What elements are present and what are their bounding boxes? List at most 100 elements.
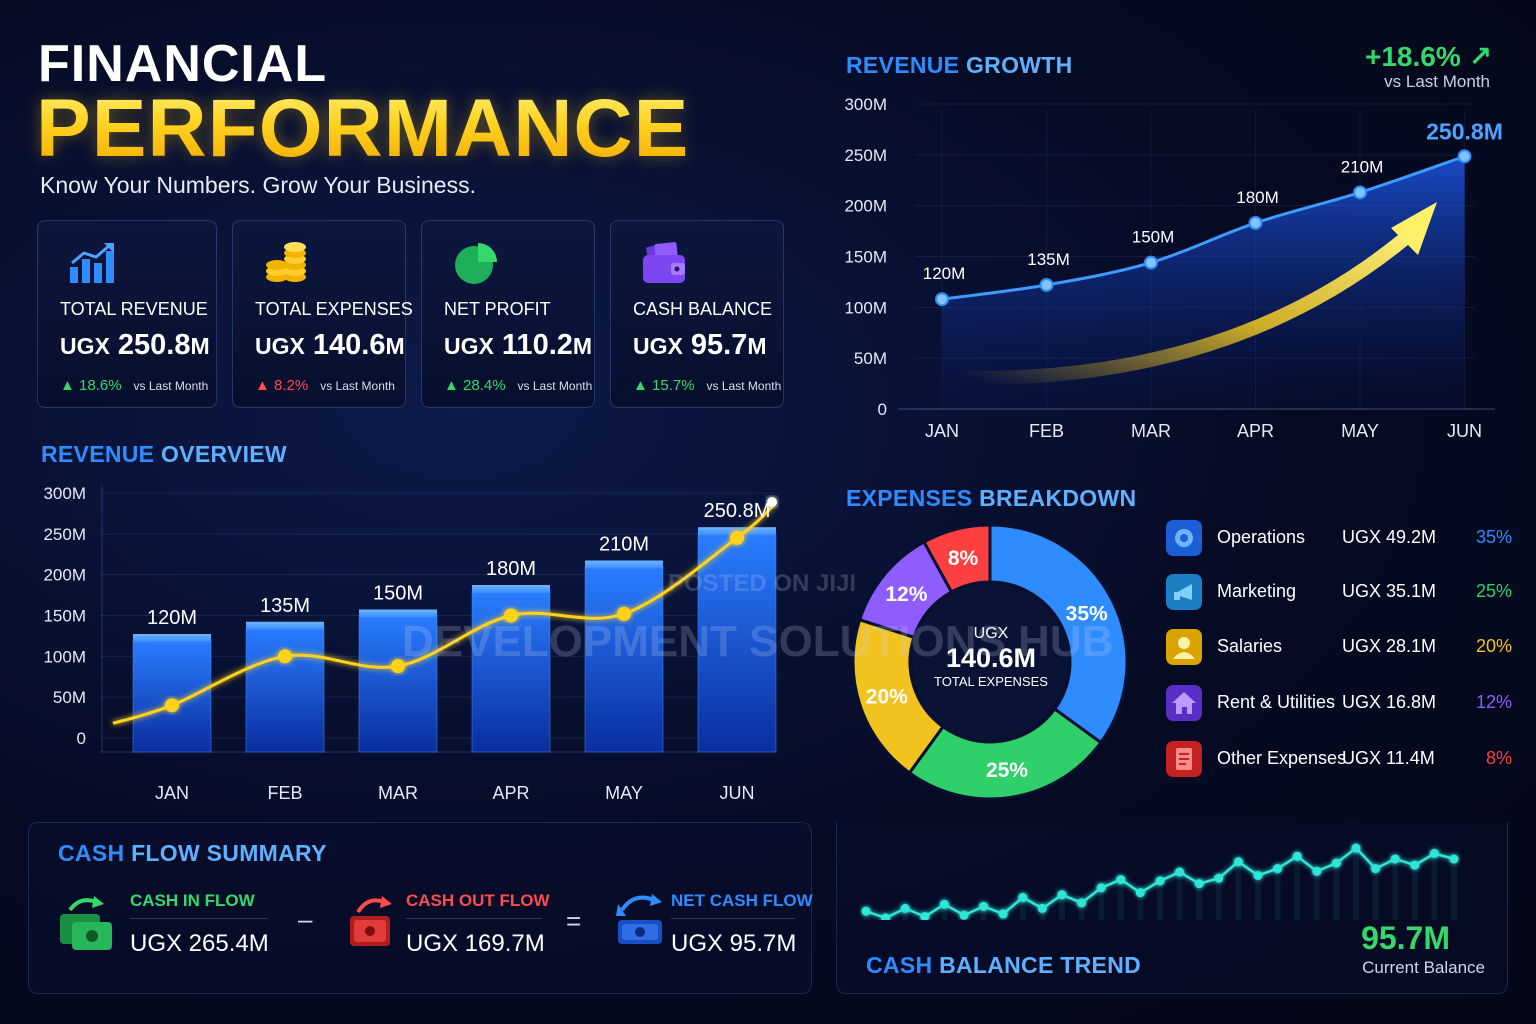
trend-point	[1155, 876, 1165, 886]
trend-point	[1135, 888, 1145, 898]
trend-point	[959, 910, 969, 920]
bar-top	[585, 560, 663, 569]
kpi-card-total-expenses: TOTAL EXPENSES UGX 140.6M ▲ 8.2% vs Last …	[232, 220, 413, 408]
donut-slice	[921, 523, 992, 594]
trend-point	[1175, 867, 1185, 877]
y-tick-label: 150M	[43, 607, 86, 626]
cash-out-divider	[406, 918, 542, 919]
growth-arrow-shaft	[963, 223, 1422, 386]
donut-pct-label: 12%	[885, 583, 927, 606]
growth-value-label: 180M	[1236, 188, 1279, 207]
kpi-change: ▲ 15.7% vs Last Month	[633, 377, 782, 394]
kpi-card-cash-balance: CASH BALANCE UGX 95.7M ▲ 15.7% vs Last Mo…	[610, 220, 784, 408]
growth-point	[1248, 215, 1263, 230]
current-balance-label: Current Balance	[1362, 958, 1485, 977]
expense-amount: UGX 16.8M	[1342, 692, 1437, 712]
growth-point	[1144, 255, 1158, 270]
x-tick-label: APR	[1237, 421, 1274, 441]
pie-icon	[455, 243, 497, 284]
bar-value-label: 250.8M	[704, 500, 771, 522]
trend-point	[861, 906, 871, 916]
trend-point	[1233, 857, 1243, 867]
trend-point	[1273, 864, 1283, 874]
y-tick-label: 100M	[844, 298, 887, 317]
megaphone-icon	[1166, 574, 1202, 610]
expense-item-marketing: Marketing UGX 35.1M 25%	[1166, 572, 1512, 612]
trend-point	[1371, 864, 1381, 874]
growth-value-label: 120M	[923, 264, 966, 283]
kpi-change: ▲ 28.4% vs Last Month	[444, 377, 593, 394]
expense-name: Rent & Utilities	[1217, 692, 1336, 712]
expense-pct: 12%	[1475, 692, 1512, 712]
bar-top	[246, 621, 324, 630]
trend-point	[617, 606, 631, 621]
y-tick-label: 50M	[53, 688, 86, 707]
trend-point	[900, 903, 910, 913]
trend-point	[881, 913, 891, 920]
trend-point	[939, 899, 949, 909]
expense-amount: UGX 11.4M	[1342, 748, 1435, 768]
donut-center-value: 140.6M	[945, 643, 1037, 673]
trend-point	[1096, 883, 1106, 893]
expense-pct: 8%	[1485, 748, 1512, 768]
revenue-trend-line	[112, 502, 777, 725]
bar-value-label: 150M	[373, 583, 423, 605]
trend-point	[998, 909, 1008, 919]
net-cash-label: NET CASH FLOW	[671, 891, 813, 910]
x-tick-label: FEB	[267, 783, 302, 803]
revenue-growth-title: REVENUE GROWTH	[846, 52, 1073, 78]
trend-point	[1018, 892, 1028, 902]
kpi-change: ▲ 18.6% vs Last Month	[60, 377, 209, 394]
trend-point	[1037, 903, 1047, 913]
trend-point	[1331, 858, 1341, 868]
net-cash-divider	[671, 918, 795, 919]
trend-point	[1351, 843, 1361, 853]
expense-pct: 20%	[1475, 636, 1512, 656]
revenue-overview-title: REVENUE OVERVIEW	[41, 441, 287, 467]
donut-hole	[912, 584, 1068, 740]
y-tick-label: 250M	[43, 525, 86, 544]
trend-point	[1194, 879, 1204, 889]
growth-point	[935, 292, 949, 307]
trend-point	[278, 649, 292, 664]
donut-slice	[988, 523, 1129, 745]
person-icon	[1166, 629, 1202, 665]
expense-name: Operations	[1217, 527, 1306, 547]
bar-top	[472, 585, 550, 593]
trend-point	[1292, 851, 1302, 861]
trend-point	[920, 912, 930, 920]
y-tick-label: 300M	[43, 484, 86, 503]
bar-value-label: 135M	[260, 595, 310, 617]
kpi-label: TOTAL REVENUE	[60, 299, 208, 319]
x-tick-label: APR	[492, 783, 529, 803]
kpi-label: NET PROFIT	[444, 299, 551, 319]
x-tick-label: MAR	[378, 783, 418, 803]
growth-value-label: 135M	[1027, 250, 1070, 269]
y-tick-label: 200M	[844, 197, 887, 216]
current-balance-value: 95.7M	[1361, 920, 1450, 956]
bar-top	[133, 634, 211, 642]
expense-amount: UGX 49.2M	[1342, 527, 1437, 547]
donut-pct-label: 25%	[986, 759, 1028, 782]
trend-point	[730, 530, 744, 545]
expense-item-salaries: Salaries UGX 28.1M 20%	[1166, 627, 1512, 667]
page-subtitle: Know Your Numbers. Grow Your Business.	[40, 172, 476, 198]
bar	[358, 615, 438, 753]
donut-pct-label: 20%	[866, 686, 908, 709]
net-cash-icon	[616, 894, 662, 944]
growth-point	[1039, 277, 1054, 292]
growth-arrow-head	[1391, 202, 1437, 255]
trend-point	[391, 659, 405, 674]
growth-value-label: 150M	[1132, 228, 1175, 247]
y-tick-label: 100M	[43, 647, 86, 666]
net-cash-value: UGX 95.7M	[671, 930, 797, 957]
trend-end-glow	[767, 497, 777, 507]
x-tick-label: JAN	[925, 421, 959, 441]
x-tick-label: JUN	[1447, 421, 1482, 441]
y-tick-label: 200M	[43, 566, 86, 585]
x-tick-label: MAR	[1131, 421, 1171, 441]
kpi-change: ▲ 8.2% vs Last Month	[255, 377, 395, 394]
cash-flow-title: CASH FLOW SUMMARY	[58, 840, 327, 866]
expense-name: Salaries	[1217, 636, 1283, 656]
x-tick-label: FEB	[1029, 421, 1064, 441]
